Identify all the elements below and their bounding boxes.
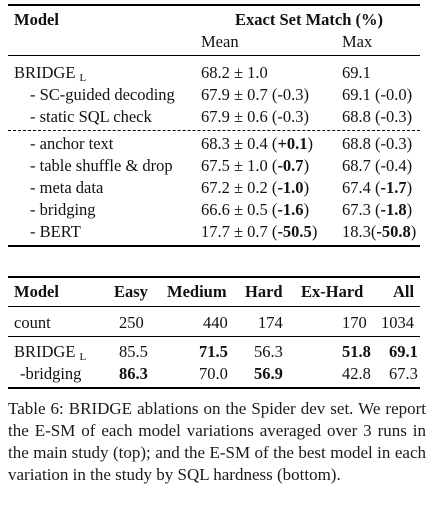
table2-header-hard: Hard: [245, 282, 283, 301]
table2-row-model: -bridging: [20, 364, 82, 383]
table1-row-mean: 66.6 ± 0.5 (-1.6): [201, 200, 310, 219]
table1-row-model: - static SQL check: [30, 107, 152, 126]
table1-row-max: 69.1 (-0.0): [342, 85, 413, 104]
model-subscript: L: [79, 351, 87, 363]
table2-cell-hard: 174: [258, 313, 283, 332]
table1-header-model: Model: [14, 10, 59, 29]
table1-row-model: - anchor text: [30, 134, 114, 153]
table1-row-max: 68.8 (-0.3): [342, 107, 413, 126]
table2-cell-exhard: 42.8: [342, 364, 371, 383]
table2-cell-easy: 85.5: [119, 342, 148, 361]
table1-row-mean: 17.7 ± 0.7 (-50.5): [201, 222, 318, 241]
table2-cell-all: 67.3: [389, 364, 418, 383]
table2-header-easy: Easy: [114, 282, 148, 301]
table1-row-mean: 68.2 ± 1.0: [201, 63, 268, 82]
table2-header-medium: Medium: [167, 282, 227, 301]
table1-row-model: - table shuffle & drop: [30, 156, 173, 175]
table1-row-model: - meta data: [30, 178, 104, 197]
table2-bottom-rule: [8, 387, 420, 389]
table1-row-mean: 67.9 ± 0.6 (-0.3): [201, 107, 310, 126]
table1-header-rule: [8, 55, 420, 56]
table1-row-mean: 67.9 ± 0.7 (-0.3): [201, 85, 310, 104]
table2-cell-all: 1034: [381, 313, 414, 332]
table-caption: Table 6: BRIDGE ablations on the Spider …: [8, 399, 426, 484]
table1-row-max: 68.7 (-0.4): [342, 156, 413, 175]
table1-row-model: - bridging: [30, 200, 96, 219]
table2-cell-hard: 56.3: [254, 342, 283, 361]
table2-top-rule: [8, 276, 420, 278]
table2-cell-medium: 71.5: [199, 342, 228, 361]
table2-cell-medium: 70.0: [199, 364, 228, 383]
table1-row-max: 18.3(-50.8): [342, 222, 417, 241]
table1-row-max: 67.3 (-1.8): [342, 200, 413, 219]
table2-cell-medium: 440: [203, 313, 228, 332]
table2-cell-exhard: 51.8: [342, 342, 371, 361]
model-subscript: L: [79, 72, 87, 84]
table2-cell-all: 69.1: [389, 342, 418, 361]
model-name: BRIDGE: [14, 63, 76, 82]
table1-row-model: - BERT: [30, 222, 81, 241]
table1-row-model: BRIDGE L: [14, 63, 87, 84]
table1-row-max: 69.1: [342, 63, 371, 82]
table2-header-model: Model: [14, 282, 59, 301]
table1-header-mean: Mean: [201, 32, 239, 51]
table2-cell-easy: 250: [119, 313, 144, 332]
table1-row-mean: 68.3 ± 0.4 (+0.1): [201, 134, 313, 153]
table2-header-all: All: [393, 282, 415, 301]
table2-header-rule: [8, 306, 420, 307]
table1-header-exact-set-match: Exact Set Match (%): [235, 10, 384, 29]
model-name: BRIDGE: [14, 342, 76, 361]
table2-header-exhard: Ex-Hard: [301, 282, 364, 301]
table2-cell-easy: 86.3: [119, 364, 148, 383]
table2-count-rule: [8, 336, 420, 337]
table1-top-rule: [8, 4, 420, 6]
table1-header-max: Max: [342, 32, 373, 51]
table1-bottom-rule: [8, 245, 420, 247]
table1-row-mean: 67.2 ± 0.2 (-1.0): [201, 178, 310, 197]
table1-row-model: - SC-guided decoding: [30, 85, 175, 104]
table2-row-model: BRIDGE L: [14, 342, 87, 363]
table2-row-model: count: [14, 313, 51, 332]
table1-row-max: 67.4 (-1.7): [342, 178, 413, 197]
table2-cell-exhard: 170: [342, 313, 367, 332]
table1-row-max: 68.8 (-0.3): [342, 134, 413, 153]
table1-row-mean: 67.5 ± 1.0 (-0.7): [201, 156, 310, 175]
table1-dashed-separator: [8, 130, 420, 131]
table2-cell-hard: 56.9: [254, 364, 283, 383]
